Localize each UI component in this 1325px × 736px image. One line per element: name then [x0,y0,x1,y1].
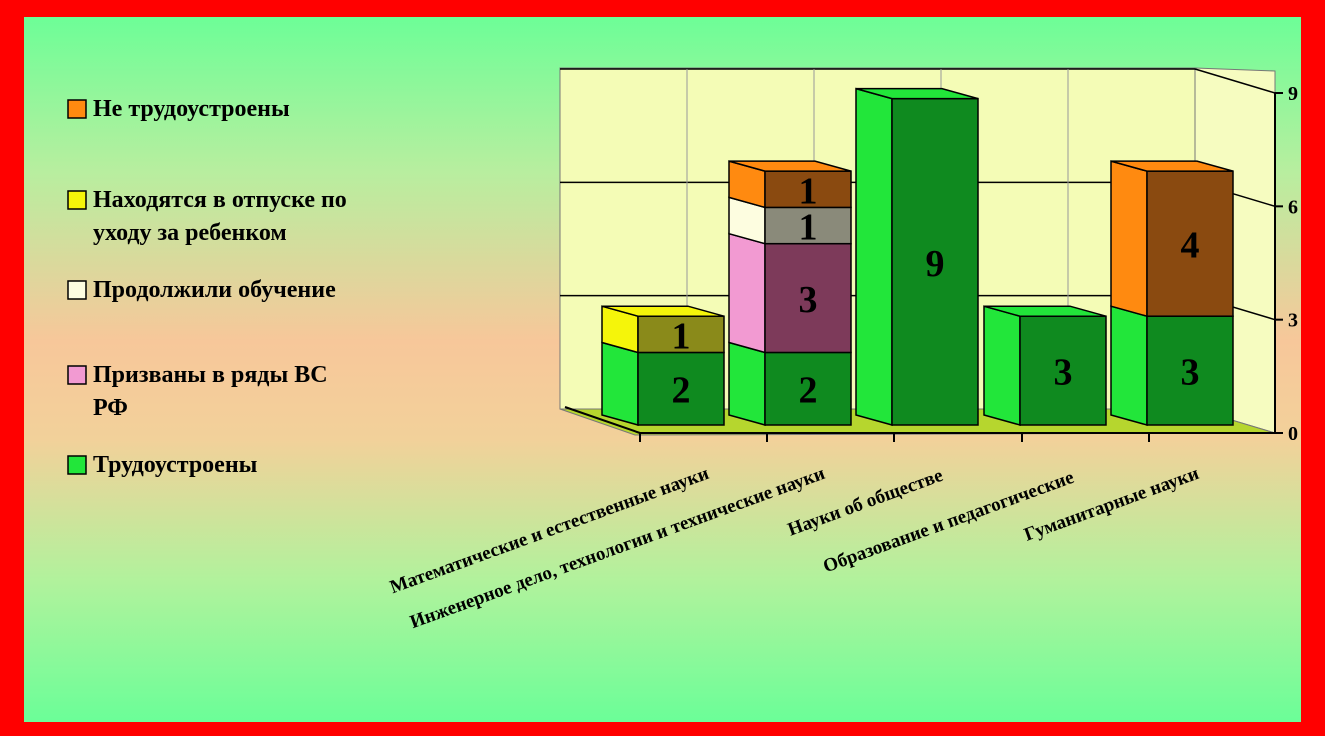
data-label: 1 [799,170,818,212]
bar-top [855,87,979,100]
data-label: 4 [1181,225,1200,267]
bar-side [728,341,766,426]
bar-segment[interactable] [1019,315,1107,426]
legend-swatch [67,455,87,475]
data-label: 1 [672,315,691,357]
data-label: 3 [1054,352,1073,394]
bar-side [855,87,893,426]
bar-side [601,341,639,426]
x-axis-depth [564,406,641,434]
legend-swatch [67,280,87,300]
legend-label: Продолжили обучение [93,277,336,303]
legend-label: Трудоустроены [93,452,258,478]
legend-swatch [67,190,87,210]
data-label: 3 [1181,352,1200,394]
legend: Не трудоустроены Находятся в отпуске по ух… [67,96,347,478]
legend-swatch [67,365,87,385]
bar-top [728,160,852,172]
bar-side [1110,305,1148,426]
gridline [1194,68,1276,94]
y-tick-label: 9 [1288,83,1298,105]
bar-segment[interactable] [764,242,852,354]
legend-label: Не трудоустроены [93,96,290,122]
data-label: 2 [799,370,818,412]
y-tick-label: 3 [1288,310,1298,332]
bar-segment[interactable] [764,170,852,209]
bar-segment[interactable] [1146,170,1234,317]
bar-segment[interactable] [891,97,979,426]
bar-segment[interactable] [764,351,852,426]
bar-side [728,232,766,354]
legend-swatch [67,99,87,119]
bar-segment[interactable] [637,351,725,426]
legend-label: Находятся в отпуске по [93,187,347,213]
data-label: 2 [672,370,691,412]
bar-top [983,305,1107,317]
data-label: 1 [799,207,818,249]
legend-label: уходу за ребенком [93,220,287,246]
y-tick-label: 6 [1288,196,1298,218]
legend-label: РФ [93,395,128,421]
bar-top [601,305,725,317]
bar-side [983,305,1021,426]
bar-side [1110,160,1148,318]
data-label: 9 [926,243,945,285]
bar-top [1110,160,1234,172]
bar-segment[interactable] [764,206,852,245]
legend-label: Призваны в ряды ВС [93,362,328,388]
data-label: 3 [799,279,818,321]
y-tick-label: 0 [1288,423,1298,445]
